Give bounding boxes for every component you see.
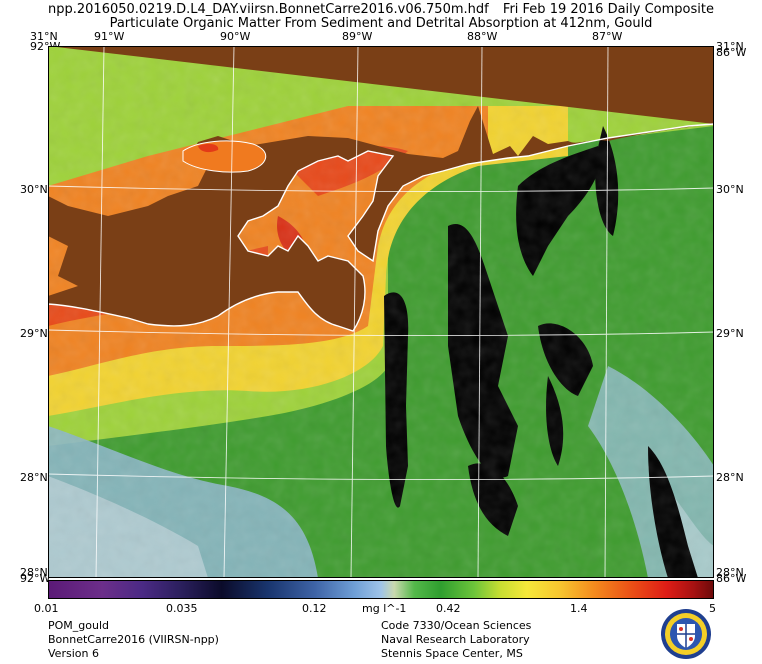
footer-code: Code 7330/Ocean Sciences xyxy=(381,619,532,632)
corner-lat-top-left: 31°N xyxy=(30,30,58,43)
footer-product: POM_gould xyxy=(48,619,110,632)
lat-tick-right: 29°N xyxy=(716,327,744,340)
file-name: npp.2016050.0219.D.L4_DAY.viirsn.BonnetC… xyxy=(48,2,489,17)
colorbar-label: 0.035 xyxy=(166,602,198,615)
lon-tick-top: 90°W xyxy=(220,30,251,43)
colorbar-unit: mg l^-1 xyxy=(362,602,407,615)
graticule xyxy=(48,46,714,578)
lon-tick-top: 91°W xyxy=(94,30,125,43)
footer-version: Version 6 xyxy=(48,647,99,660)
corner-lat-top-right: 31°N xyxy=(716,40,744,53)
satellite-map[interactable] xyxy=(48,46,714,578)
corner-lat-bottom-left: 28°N xyxy=(20,566,48,579)
coastline xyxy=(182,140,266,173)
composite-date: Fri Feb 19 2016 Daily Composite xyxy=(502,2,714,17)
colorbar-label: 1.4 xyxy=(570,602,588,615)
colorbar-label: 0.12 xyxy=(302,602,327,615)
corner-lon-top-right: 86°W xyxy=(716,46,747,59)
land-mass xyxy=(48,46,714,331)
lake-water xyxy=(198,143,219,153)
corner-lon-bottom-right: 86°W xyxy=(716,572,747,585)
lat-tick-right: 28°N xyxy=(716,471,744,484)
lat-tick-right: 30°N xyxy=(716,183,744,196)
lat-tick-left: 30°N xyxy=(20,183,48,196)
colorbar-label: 0.42 xyxy=(436,602,461,615)
corner-lat-bottom-right: 28°N xyxy=(716,566,744,579)
corner-lon-bottom-left: 92°W xyxy=(20,572,51,585)
lat-tick-left: 29°N xyxy=(20,327,48,340)
lon-tick-top: 89°W xyxy=(342,30,373,43)
map-canvas xyxy=(48,46,714,578)
lon-tick-top: 87°W xyxy=(592,30,623,43)
footer-region: BonnetCarre2016 (VIIRSN-npp) xyxy=(48,633,219,646)
lat-tick-left: 28°N xyxy=(20,471,48,484)
colorbar-label: 0.01 xyxy=(34,602,59,615)
colorbar xyxy=(48,580,714,599)
product-title: Particulate Organic Matter From Sediment… xyxy=(109,16,653,31)
footer-lab: Naval Research Laboratory xyxy=(381,633,530,646)
colorbar-label: 5 xyxy=(709,602,716,615)
footer-location: Stennis Space Center, MS xyxy=(381,647,523,660)
coastline xyxy=(48,123,714,332)
nrl-seal-logo xyxy=(661,609,711,659)
lon-tick-top: 88°W xyxy=(467,30,498,43)
